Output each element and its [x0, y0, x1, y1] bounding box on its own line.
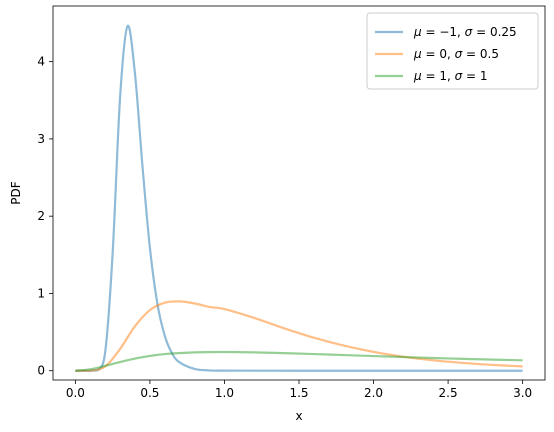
- x-axis-label: x: [295, 409, 302, 423]
- x-axis: 0.0 0.5 1.0 1.5 2.0 2.5 3.0: [66, 380, 532, 400]
- x-tick-label: 2.0: [364, 386, 383, 400]
- y-tick-label: 4: [37, 55, 45, 69]
- x-tick-label: 2.5: [439, 386, 458, 400]
- x-tick-label: 1.0: [215, 386, 234, 400]
- legend: μ = −1, σ = 0.25 μ = 0, σ = 0.5 μ = 1, σ =…: [366, 12, 539, 90]
- legend-label-1: μ = −1, σ = 0.25: [413, 25, 517, 39]
- series-line-2: [75, 300, 523, 372]
- legend-label-2: μ = 0, σ = 0.5: [413, 47, 499, 61]
- y-tick-label: 3: [37, 132, 45, 146]
- x-tick-label: 1.5: [289, 386, 308, 400]
- y-tick-label: 0: [37, 364, 45, 378]
- lines-layer: [75, 24, 523, 372]
- x-tick-label: 0.0: [66, 386, 85, 400]
- x-tick-label: 3.0: [513, 386, 532, 400]
- series-line-3: [75, 350, 523, 372]
- y-axis: 0 1 2 3 4: [37, 55, 53, 378]
- x-tick-label: 0.5: [140, 386, 159, 400]
- legend-box: [366, 12, 539, 90]
- y-axis-label: PDF: [9, 181, 23, 204]
- series-line-1: [75, 24, 523, 372]
- legend-label-3: μ = 1, σ = 1: [413, 69, 488, 83]
- y-tick-label: 1: [37, 286, 45, 300]
- y-tick-label: 2: [37, 209, 45, 223]
